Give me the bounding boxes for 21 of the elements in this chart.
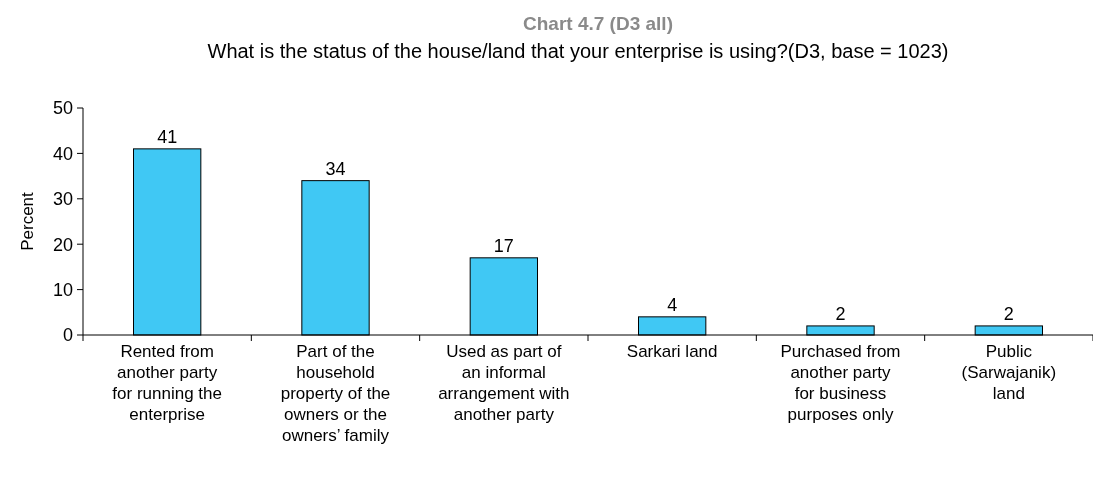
x-tick-label: Rented from another party for running the enterprise	[112, 342, 222, 424]
y-axis-title: Percent	[18, 191, 37, 251]
x-tick-label: Public (Sarwajanik) land	[961, 342, 1057, 403]
y-tick-label: 30	[52, 189, 73, 210]
data-label: 34	[325, 158, 346, 179]
data-label: 17	[493, 235, 514, 256]
chart-title: Chart 4.7 (D3 all)	[523, 13, 673, 34]
x-tick-label: Purchased from another party for business purposes only	[780, 342, 901, 424]
x-tick-label: Sarkari land	[626, 342, 718, 361]
data-label: 2	[835, 303, 846, 324]
y-tick-label: 10	[52, 279, 73, 300]
y-tick-label: 50	[52, 98, 73, 119]
y-tick-label: 0	[62, 325, 73, 346]
y-tick-label: 40	[52, 143, 73, 164]
data-label: 2	[1003, 303, 1014, 324]
x-tick-label: Used as part of an informal arrangement with another party	[438, 342, 570, 424]
data-label: 4	[667, 294, 678, 315]
y-tick-label: 20	[52, 234, 73, 255]
chart-subtitle: What is the status of the house/land that your enterprise is using?(D3, base = 1023)	[207, 40, 949, 62]
x-tick-label: Part of the household property of the owners or the owners’ family	[280, 342, 391, 445]
data-label: 41	[157, 126, 178, 147]
